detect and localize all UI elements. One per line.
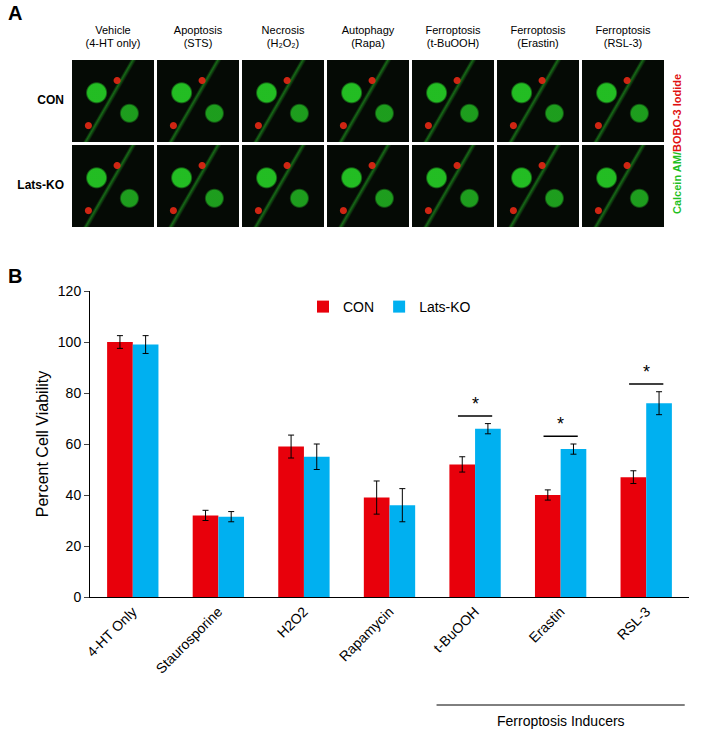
html-text:Ferroptosis: Ferroptosis — [425, 24, 481, 36]
html-text:(RSL-3): (RSL-3) — [603, 37, 643, 49]
svg-text:60: 60 — [66, 436, 82, 452]
svg-text:H2O2: H2O2 — [274, 603, 311, 640]
svg-text:100: 100 — [58, 334, 82, 350]
svg-text:B: B — [8, 265, 22, 287]
svg-text:*: * — [643, 362, 650, 382]
svg-text:80: 80 — [66, 385, 82, 401]
html-text:BOBO-3 Iodide: BOBO-3 Iodide — [671, 73, 683, 152]
html-text:Ferroptosis: Ferroptosis — [510, 24, 566, 36]
svg-text:Rapamycin: Rapamycin — [336, 604, 397, 665]
html-text:Apoptosis: Apoptosis — [173, 24, 223, 36]
html-text:Autophagy: Autophagy — [341, 24, 395, 36]
svg-text:*: * — [557, 414, 564, 434]
html-text:Vehicle: Vehicle — [95, 24, 131, 36]
html-text:CON: CON — [37, 93, 64, 107]
svg-text:20: 20 — [66, 538, 82, 554]
svg-text:120: 120 — [58, 283, 82, 299]
svg-text:Staurosporine: Staurosporine — [152, 603, 225, 676]
html-text:(Rapa): (Rapa) — [351, 37, 385, 49]
svg-text:*: * — [472, 394, 479, 414]
html-text:(t-BuOOH): (t-BuOOH) — [426, 37, 480, 49]
html-text:Calcein AM/: Calcein AM/ — [671, 151, 683, 214]
html-text:(4-HT only): (4-HT only) — [85, 37, 141, 49]
svg-text:Lats-KO: Lats-KO — [419, 299, 470, 315]
html-text:A: A — [8, 2, 23, 24]
svg-text:Percent Cell Viability: Percent Cell Viability — [34, 371, 51, 517]
html-text:Lats-KO: Lats-KO — [17, 178, 64, 192]
svg-text:0: 0 — [73, 589, 81, 605]
svg-text:40: 40 — [66, 487, 82, 503]
svg-text:Erastin: Erastin — [526, 604, 568, 646]
svg-text:4-HT Only: 4-HT Only — [84, 604, 140, 660]
html-text:Necrosis: Necrosis — [261, 24, 305, 36]
html-text:(H₂O₂): (H₂O₂) — [266, 37, 300, 49]
html-text:(STS): (STS) — [183, 37, 213, 49]
svg-text:RSL-3: RSL-3 — [614, 603, 654, 643]
svg-text:t-BuOOH: t-BuOOH — [430, 604, 482, 656]
svg-text:Ferroptosis Inducers: Ferroptosis Inducers — [497, 713, 625, 729]
html-text:(Erastin): (Erastin) — [517, 37, 559, 49]
html-text:Ferroptosis: Ferroptosis — [595, 24, 651, 36]
svg-text:CON: CON — [343, 299, 374, 315]
